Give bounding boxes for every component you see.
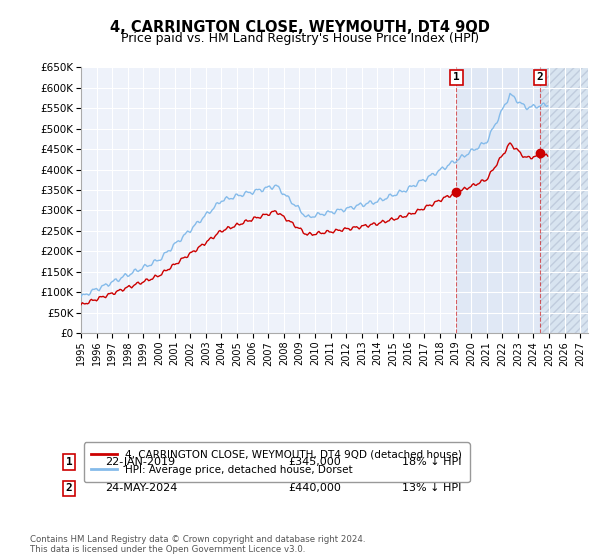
Text: 24-MAY-2024: 24-MAY-2024 [105, 483, 178, 493]
Bar [457, 67, 540, 333]
Text: £440,000: £440,000 [288, 483, 341, 493]
Text: Contains HM Land Registry data © Crown copyright and database right 2024.
This d: Contains HM Land Registry data © Crown c… [30, 535, 365, 554]
Legend: 4, CARRINGTON CLOSE, WEYMOUTH, DT4 9QD (detached house), HPI: Average price, det: 4, CARRINGTON CLOSE, WEYMOUTH, DT4 9QD (… [83, 442, 470, 482]
Text: 2: 2 [65, 483, 73, 493]
Text: 1: 1 [453, 72, 460, 82]
Text: 1: 1 [65, 457, 73, 467]
Text: 22-JAN-2019: 22-JAN-2019 [105, 457, 175, 467]
Text: 2: 2 [536, 72, 544, 82]
Bar [540, 67, 588, 333]
Text: £345,000: £345,000 [288, 457, 341, 467]
Text: Price paid vs. HM Land Registry's House Price Index (HPI): Price paid vs. HM Land Registry's House … [121, 32, 479, 45]
Text: 13% ↓ HPI: 13% ↓ HPI [402, 483, 461, 493]
Text: 18% ↓ HPI: 18% ↓ HPI [402, 457, 461, 467]
Text: 4, CARRINGTON CLOSE, WEYMOUTH, DT4 9QD: 4, CARRINGTON CLOSE, WEYMOUTH, DT4 9QD [110, 20, 490, 35]
